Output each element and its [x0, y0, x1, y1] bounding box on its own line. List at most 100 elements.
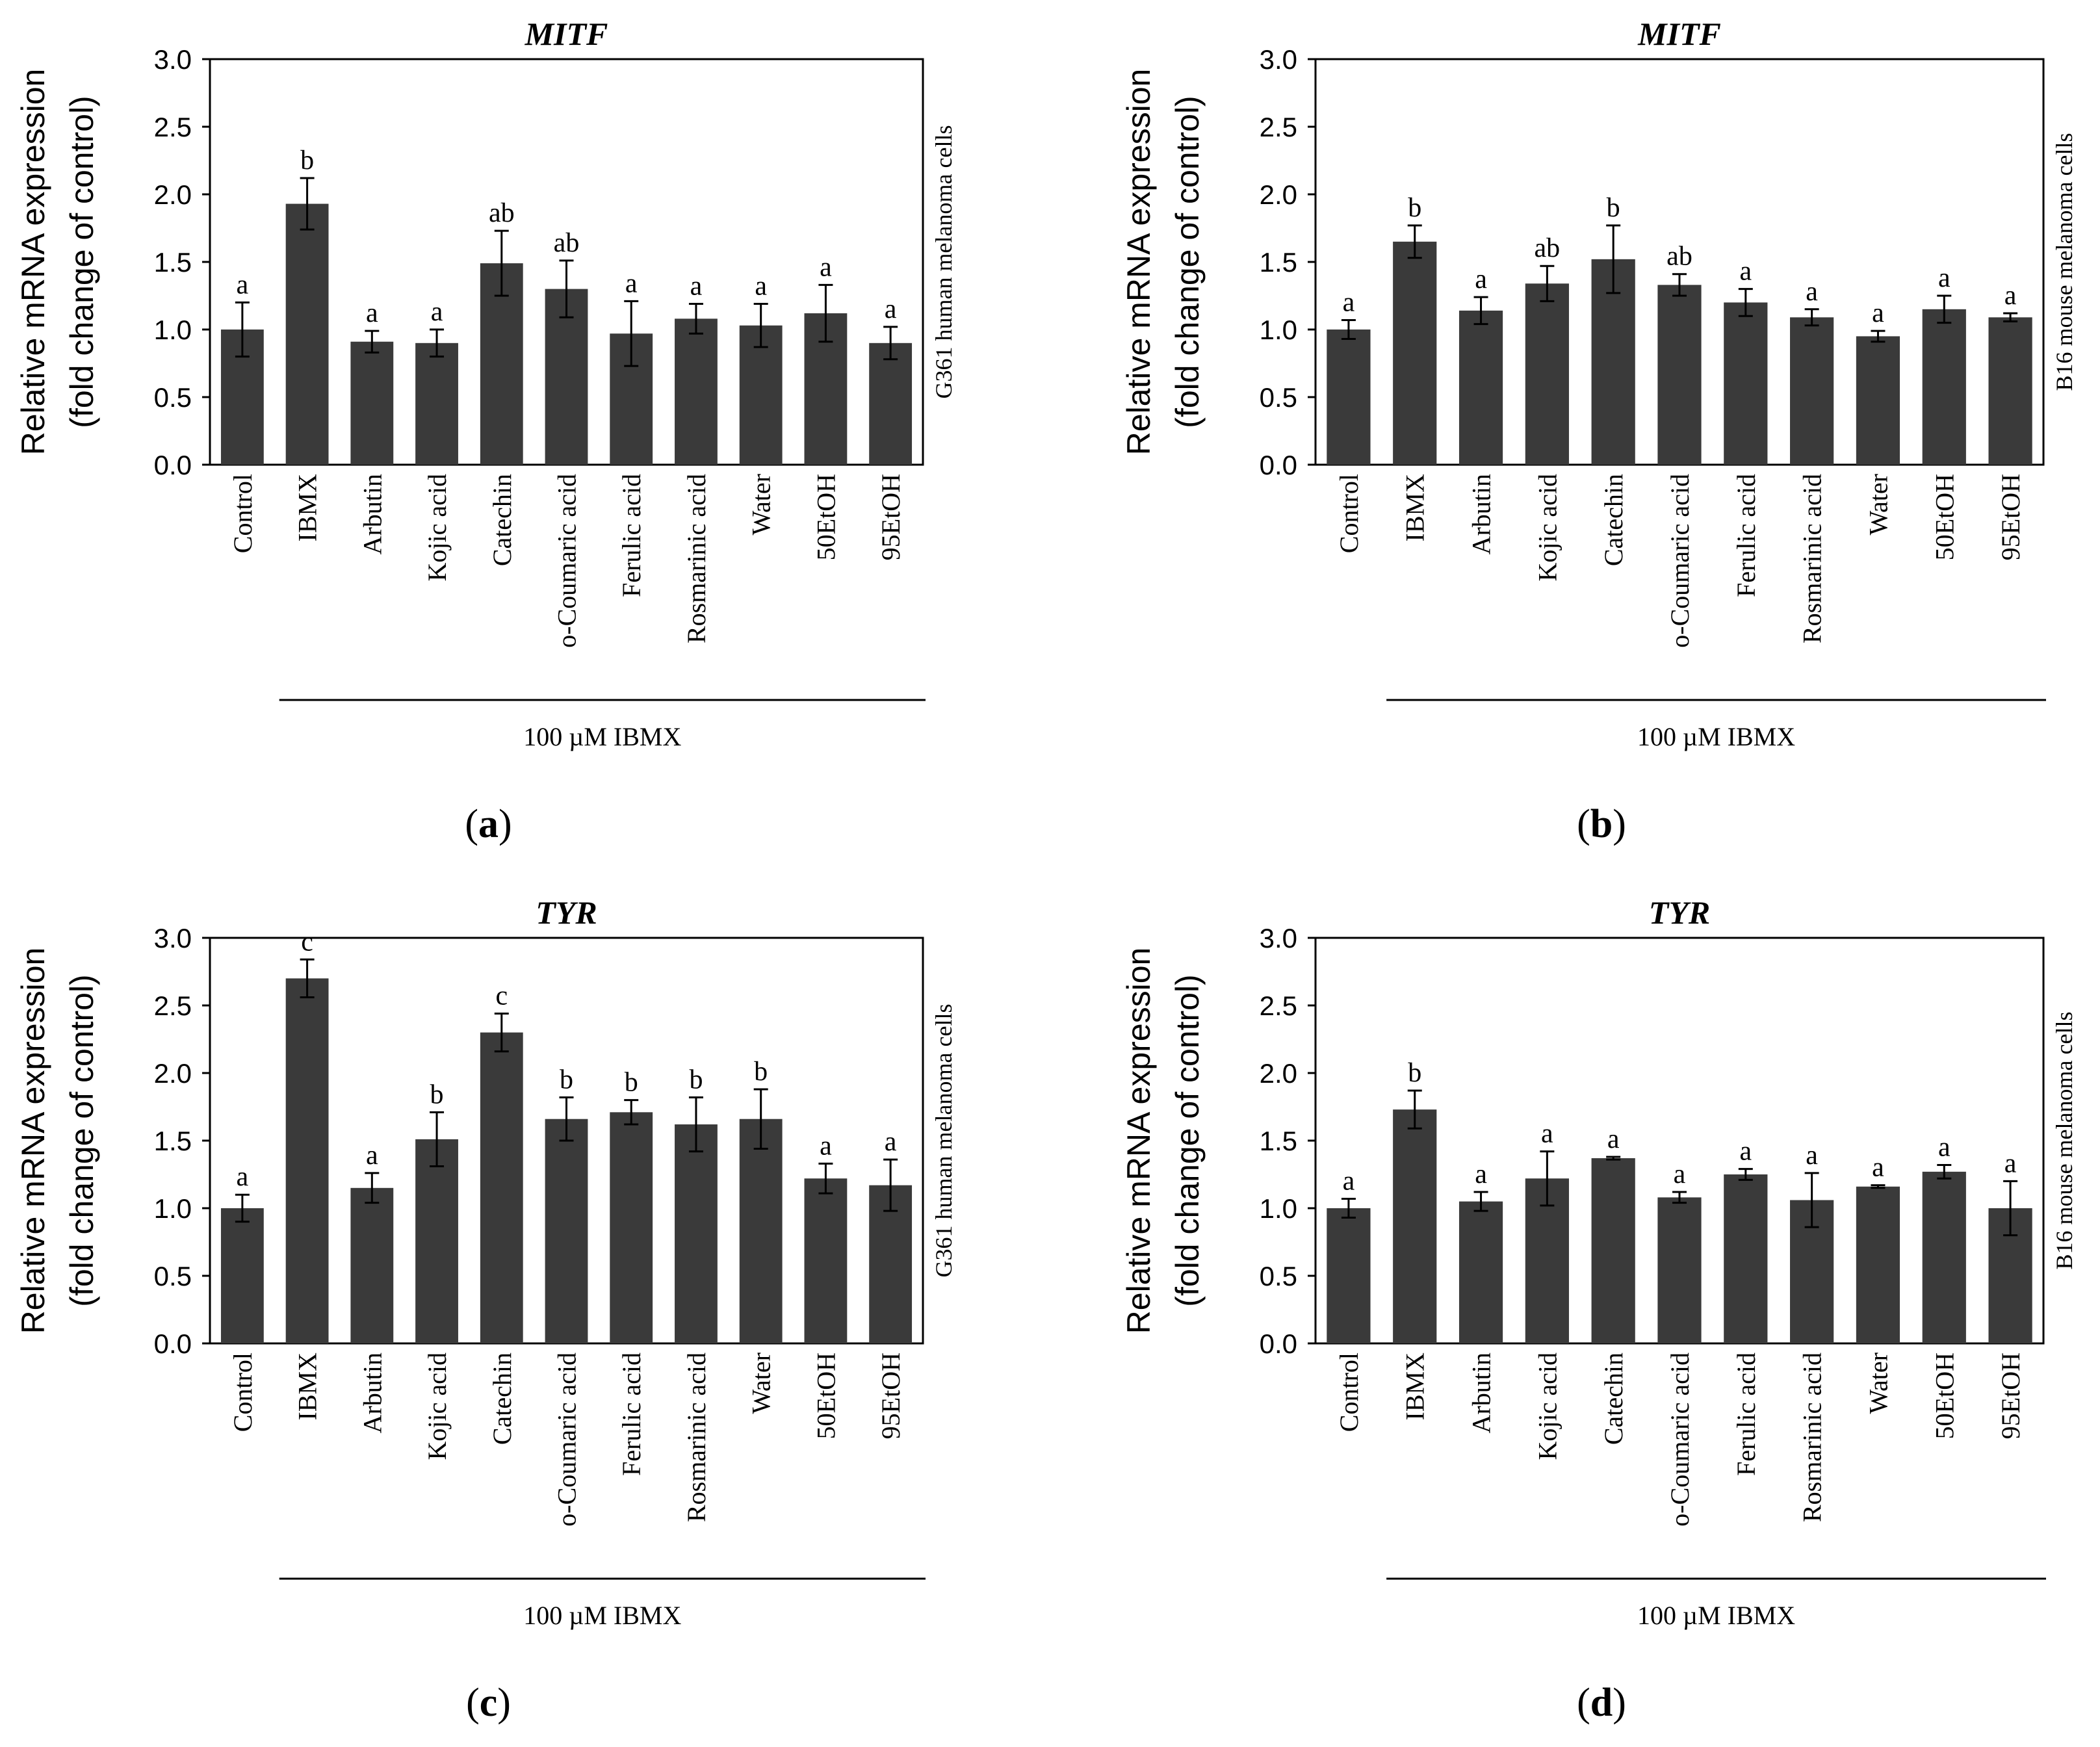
significance-letter: a: [1343, 1166, 1355, 1196]
bar: [480, 263, 523, 465]
bar: [415, 1139, 458, 1343]
x-tick-label: o-Coumaric acid: [1665, 1352, 1694, 1527]
significance-letter: a: [237, 270, 249, 300]
cell-line-label: G361 human melanoma cells: [931, 1004, 957, 1278]
bar: [415, 343, 458, 465]
x-tick-label: Arbutin: [1467, 1352, 1496, 1433]
cell-line-label: G361 human melanoma cells: [931, 125, 957, 399]
y-tick-label: 0.0: [154, 450, 192, 480]
y-tick-label: 3.0: [1260, 923, 1297, 953]
panel-label: (a): [465, 802, 512, 846]
significance-letter: a: [690, 271, 703, 301]
bar: [1327, 330, 1371, 465]
bar: [1525, 283, 1569, 465]
x-tick-label: 95EtOH: [1996, 474, 2025, 560]
significance-letter: a: [1475, 265, 1487, 294]
bar: [480, 1032, 523, 1343]
significance-letter: a: [1739, 257, 1752, 287]
bar: [285, 203, 329, 465]
bar: [869, 343, 913, 465]
x-tick-label: IBMX: [293, 474, 322, 542]
significance-letter: a: [1872, 298, 1884, 328]
bar: [1988, 317, 2032, 465]
significance-letter: b: [754, 1057, 768, 1087]
panel-label-letter: c: [480, 1681, 498, 1725]
bar: [1790, 317, 1834, 465]
x-tick-label: Catechin: [487, 474, 517, 566]
y-tick-label: 0.5: [1260, 382, 1297, 413]
significance-letter: a: [2004, 1148, 2017, 1178]
panel-label: (b): [1577, 802, 1626, 846]
significance-letter: a: [2004, 281, 2017, 311]
y-tick-label: 0.5: [1260, 1261, 1297, 1291]
group-label: 100 µM IBMX: [1637, 1601, 1795, 1630]
x-tick-label: 95EtOH: [876, 474, 905, 560]
significance-letter: a: [366, 298, 378, 328]
x-tick-label: 95EtOH: [1996, 1352, 2025, 1439]
bar: [1591, 1158, 1635, 1343]
x-tick-label: Ferulic acid: [617, 1352, 646, 1476]
bar: [610, 1112, 653, 1343]
x-tick-label: Ferulic acid: [617, 474, 646, 597]
significance-letter: c: [495, 981, 508, 1011]
y-tick-label: 0.0: [1260, 450, 1297, 480]
cell-line-label: B16 mouse melanoma cells: [2051, 133, 2077, 391]
significance-letter: a: [366, 1141, 378, 1171]
significance-letter: b: [1408, 1058, 1421, 1088]
bar: [1393, 241, 1437, 465]
bar: [350, 341, 394, 465]
x-tick-label: 95EtOH: [876, 1352, 905, 1439]
significance-letter: b: [560, 1065, 573, 1094]
significance-letter: a: [1938, 263, 1951, 293]
x-tick-label: 50EtOH: [1930, 1352, 1959, 1439]
x-tick-label: Kojic acid: [1533, 474, 1562, 582]
bar: [1458, 1201, 1503, 1343]
y-tick-label: 1.0: [1260, 315, 1297, 345]
significance-letter: b: [300, 146, 314, 175]
y-tick-label: 2.5: [154, 990, 192, 1021]
significance-letter: b: [625, 1068, 638, 1098]
y-tick-label: 2.0: [154, 1058, 192, 1089]
group-label: 100 µM IBMX: [523, 722, 681, 751]
y-tick-label: 2.0: [154, 179, 192, 210]
x-tick-label: 50EtOH: [811, 474, 840, 560]
x-tick-label: Kojic acid: [422, 474, 452, 582]
panel-b: MITF 0.0 0.5 1.0 1.5 2.0 2.5 3.0 Relative mRNA e…: [1121, 16, 2077, 846]
bar: [739, 325, 783, 465]
bar: [739, 1119, 783, 1343]
x-tick-label: Arbutin: [357, 1352, 387, 1433]
x-tick-label: 50EtOH: [811, 1352, 840, 1439]
bar: [1724, 1174, 1768, 1343]
significance-letter: a: [755, 271, 767, 301]
cell-line-label: B16 mouse melanoma cells: [2051, 1012, 2077, 1270]
x-tick-label: Rosmarinic acid: [682, 1352, 711, 1522]
y-tick-label: 0.0: [154, 1328, 192, 1359]
y-tick-label: 1.5: [1260, 247, 1297, 278]
y-tick-label: 3.0: [154, 44, 192, 75]
panel-d: TYR 0.0 0.5 1.0 1.5 2.0 2.5 3.0 Relative mRNA ex…: [1121, 894, 2077, 1725]
y-axis-label-line2: (fold change of control): [1169, 974, 1206, 1306]
bar: [1657, 285, 1702, 465]
significance-letter: a: [1541, 1119, 1553, 1149]
y-tick-label: 0.5: [154, 1261, 192, 1291]
significance-letter: b: [1408, 193, 1421, 223]
chart-title: TYR: [536, 894, 597, 931]
x-tick-label: Control: [228, 1352, 257, 1432]
bar: [1856, 1186, 1900, 1343]
significance-letter: a: [1938, 1132, 1951, 1162]
bar: [804, 1178, 848, 1343]
significance-letter: a: [820, 252, 832, 282]
bar: [675, 318, 718, 465]
significance-letter: a: [625, 268, 638, 298]
y-tick-label: 2.5: [1260, 990, 1297, 1021]
significance-letter: a: [885, 294, 897, 324]
y-tick-label: 1.5: [154, 1126, 192, 1156]
y-tick-label: 1.5: [1260, 1126, 1297, 1156]
bar: [1922, 1171, 1966, 1343]
panel-a: MITF 0.0 0.5 1.0 1.5 2.0 2.5 3.0 Relative mRNA e…: [15, 16, 957, 846]
x-tick-label: o-Coumaric acid: [552, 474, 582, 648]
y-tick-label: 1.5: [154, 247, 192, 278]
significance-letter: ab: [489, 198, 515, 228]
panel-label: (c): [466, 1681, 511, 1725]
